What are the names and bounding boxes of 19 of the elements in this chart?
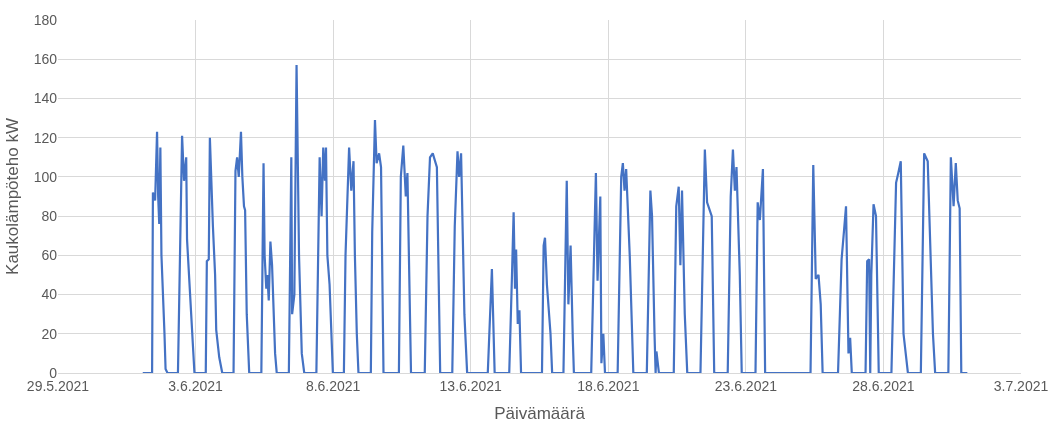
line-series: [141, 64, 969, 373]
x-tick-label: 8.6.2021: [305, 377, 361, 394]
x-tick-label: 18.6.2021: [577, 377, 640, 394]
y-tick-label: 60: [41, 247, 58, 264]
y-tick-label: 160: [33, 51, 58, 68]
y-tick-label: 100: [33, 168, 58, 185]
y-tick-label: 40: [41, 286, 58, 303]
y-tick-label: 80: [41, 208, 58, 225]
x-tick-label: 23.6.2021: [714, 377, 778, 394]
y-tick-label: 120: [33, 129, 58, 146]
y-axis-title: Kaukolämpöteho kW: [3, 118, 23, 275]
x-tick-label: 13.6.2021: [439, 377, 503, 394]
y-tick-label: 20: [41, 325, 58, 342]
y-tick-label: 180: [33, 11, 58, 28]
x-tick-label: 28.6.2021: [852, 377, 915, 394]
x-tick-label: 3.6.2021: [168, 377, 224, 394]
y-tick-label: 140: [33, 90, 58, 107]
x-axis-title: Päivämäärä: [494, 404, 586, 424]
x-tick-label: 3.7.2021: [993, 377, 1049, 394]
